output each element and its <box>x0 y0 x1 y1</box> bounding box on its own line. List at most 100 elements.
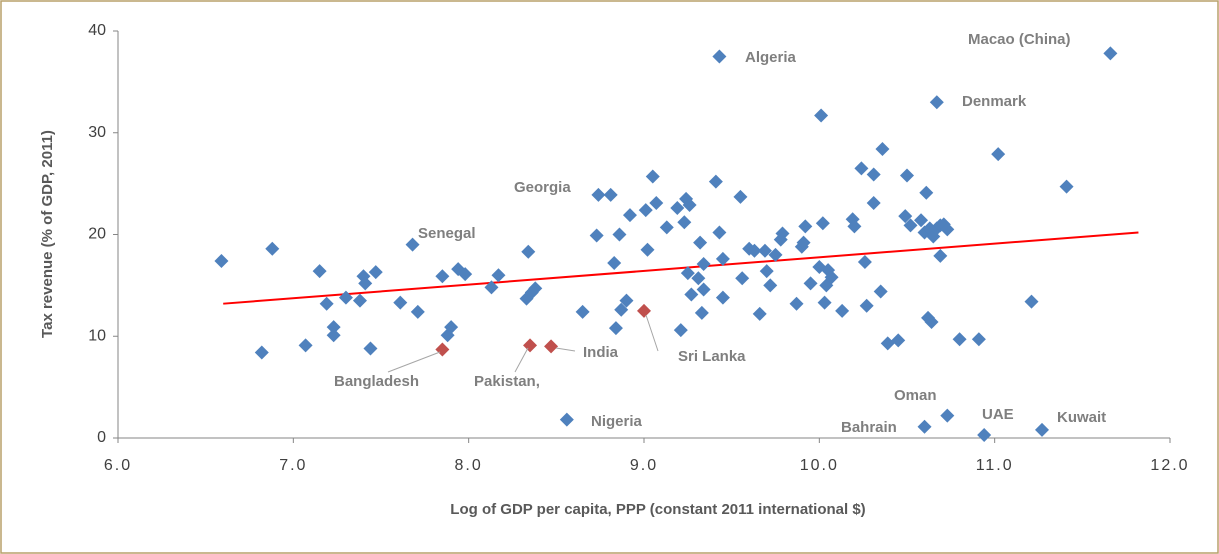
leader-line <box>387 351 441 373</box>
point <box>1035 422 1050 437</box>
point <box>824 270 839 285</box>
point <box>326 320 341 335</box>
point <box>637 303 651 318</box>
point <box>891 333 906 348</box>
point <box>900 168 914 183</box>
x-tick-label: 7.0 <box>279 457 307 474</box>
point <box>1024 294 1039 309</box>
leader-line <box>645 314 659 352</box>
point <box>759 264 774 279</box>
point <box>254 345 269 360</box>
point <box>405 237 420 252</box>
point <box>694 305 709 320</box>
y-tick-label: 40 <box>88 22 106 39</box>
point <box>682 197 697 212</box>
point <box>435 342 450 357</box>
point <box>835 303 850 318</box>
point <box>817 295 832 310</box>
point <box>971 332 986 347</box>
annotation: Algeria <box>745 49 797 66</box>
point <box>645 169 660 184</box>
point <box>752 306 767 321</box>
point <box>358 276 373 291</box>
annotation: Pakistan, <box>474 373 540 390</box>
point <box>608 321 623 336</box>
point <box>757 243 772 258</box>
point <box>952 332 967 347</box>
point <box>715 251 730 266</box>
annotation: Bangladesh <box>334 373 419 390</box>
point <box>214 253 229 268</box>
point <box>491 268 506 283</box>
point <box>691 271 706 286</box>
point <box>575 304 590 319</box>
point <box>591 187 606 202</box>
point <box>857 254 872 269</box>
point <box>873 284 888 299</box>
point <box>747 243 762 258</box>
point <box>715 290 730 305</box>
x-tick-label: 11.0 <box>976 457 1014 474</box>
point <box>363 341 378 356</box>
point <box>614 302 629 317</box>
point <box>352 293 367 308</box>
point <box>619 293 634 308</box>
point <box>796 235 811 250</box>
y-tick-label: 0 <box>97 429 106 446</box>
point <box>338 290 353 305</box>
point <box>638 203 653 218</box>
point <box>410 304 425 319</box>
point <box>640 242 655 257</box>
point <box>919 185 934 200</box>
point <box>696 282 711 297</box>
point <box>789 296 804 311</box>
point <box>866 167 881 182</box>
point <box>712 225 727 240</box>
point <box>521 244 536 259</box>
point <box>559 412 574 427</box>
point <box>933 248 948 263</box>
point <box>484 280 499 295</box>
point <box>435 269 450 284</box>
annotation: Senegal <box>418 225 476 242</box>
annotation: Nigeria <box>591 413 643 430</box>
point <box>368 265 383 280</box>
x-tick-label: 6.0 <box>104 457 132 474</box>
point <box>763 278 778 293</box>
point <box>854 161 869 176</box>
point <box>265 241 280 256</box>
annotation: UAE <box>982 406 1014 423</box>
point <box>940 222 955 237</box>
annotation: Denmark <box>962 93 1027 110</box>
point <box>898 209 913 224</box>
point <box>875 142 890 157</box>
annotation: Georgia <box>514 179 571 196</box>
point <box>929 95 944 110</box>
point <box>693 235 708 250</box>
leader-line <box>514 347 529 373</box>
point <box>680 266 695 281</box>
annotation: Sri Lanka <box>678 348 746 365</box>
point <box>1059 179 1074 194</box>
annotation: India <box>583 344 619 361</box>
point <box>298 338 313 353</box>
point <box>815 216 830 231</box>
point <box>914 213 929 228</box>
annotation: Macao (China) <box>968 31 1071 48</box>
point <box>523 338 538 353</box>
point <box>607 255 622 270</box>
point <box>544 339 559 354</box>
point <box>528 281 543 296</box>
point <box>735 271 750 286</box>
point <box>1103 46 1118 61</box>
y-tick-label: 30 <box>88 124 106 141</box>
point <box>319 296 334 311</box>
y-tick-label: 10 <box>88 327 106 344</box>
point <box>659 220 674 235</box>
point <box>603 187 618 202</box>
point <box>444 320 459 335</box>
point <box>612 227 627 242</box>
point <box>977 427 992 442</box>
